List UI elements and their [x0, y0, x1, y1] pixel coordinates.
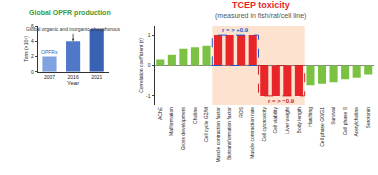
svg-text:Body length: Body length [296, 107, 302, 134]
svg-text:Cell phase G0/G1: Cell phase G0/G1 [319, 107, 325, 147]
svg-text:r = > +0.9: r = > +0.9 [222, 27, 249, 33]
svg-text:Serotonin: Serotonin [365, 107, 371, 129]
svg-text:Choline: Choline [192, 107, 198, 124]
svg-text:Malformation: Malformation [168, 107, 174, 136]
svg-text:Cell phase S: Cell phase S [342, 106, 348, 135]
svg-text:Cell cycle G2/M: Cell cycle G2/M [203, 107, 209, 142]
svg-text:1: 1 [148, 32, 151, 38]
svg-text:-1: -1 [146, 93, 151, 99]
svg-text:Global OPFR production: Global OPFR production [29, 9, 111, 17]
svg-text:Acetylcholine: Acetylcholine [353, 107, 359, 137]
svg-text:6: 6 [31, 23, 34, 29]
svg-text:2016: 2016 [68, 74, 79, 80]
svg-text:4: 4 [31, 38, 34, 44]
svg-text:r = > −0.9: r = > −0.9 [268, 98, 295, 104]
svg-text:Tons (×10⁵): Tons (×10⁵) [23, 36, 29, 62]
svg-text:0: 0 [148, 62, 151, 68]
svg-text:Liver weight: Liver weight [284, 106, 290, 133]
svg-text:Year: Year [67, 80, 79, 86]
svg-text:Hatching: Hatching [307, 107, 313, 127]
svg-text:ROS: ROS [238, 106, 244, 118]
svg-text:Gross development: Gross development [180, 106, 186, 150]
svg-text:2: 2 [31, 53, 34, 59]
svg-text:OPFRs: OPFRs [41, 49, 58, 55]
svg-text:Cell cytotoxicity: Cell cytotoxicity [261, 107, 267, 142]
svg-text:Muscle contraction rate: Muscle contraction rate [249, 107, 255, 159]
svg-text:TCEP toxicity: TCEP toxicity [232, 0, 290, 10]
svg-text:Muscle contraction factor: Muscle contraction factor [215, 107, 221, 163]
svg-text:Cell viability: Cell viability [272, 107, 278, 134]
svg-text:AChE: AChE [157, 106, 163, 120]
svg-text:Correlation coefficient (r): Correlation coefficient (r) [138, 38, 144, 93]
svg-text:Survival: Survival [330, 107, 336, 125]
svg-text:2021: 2021 [91, 74, 102, 80]
svg-text:Biotransformation factor: Biotransformation factor [226, 107, 232, 160]
svg-text:0: 0 [31, 69, 34, 75]
svg-text:(measured in fish/rat/cell lin: (measured in fish/rat/cell line) [215, 12, 306, 20]
svg-text:2007: 2007 [44, 74, 55, 80]
svg-text:Global organic and inorganic p: Global organic and inorganic phosphorous [26, 26, 120, 32]
